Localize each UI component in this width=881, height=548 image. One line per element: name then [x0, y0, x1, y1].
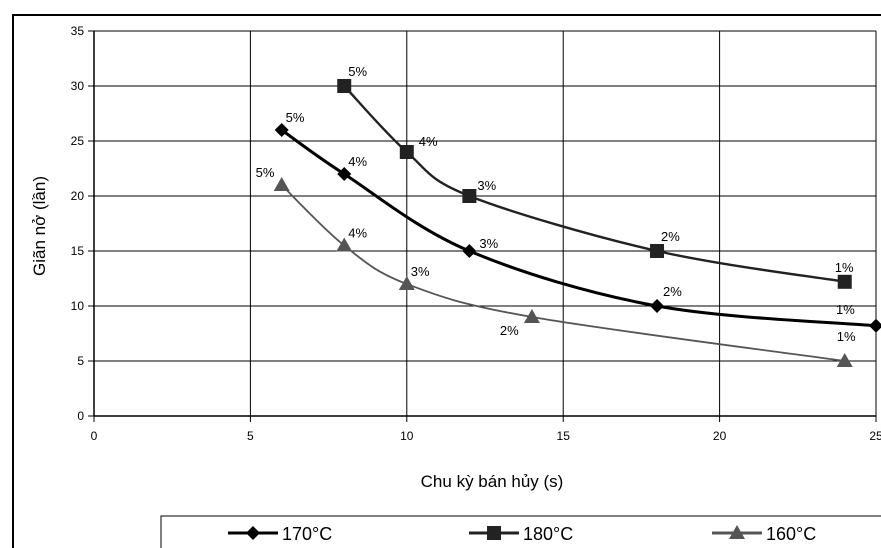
legend-label: 160°C: [766, 524, 816, 544]
data-label: 4%: [348, 154, 367, 169]
y-tick-label: 25: [71, 134, 85, 148]
data-label: 2%: [663, 284, 682, 299]
y-tick-label: 20: [71, 189, 85, 203]
legend-label: 170°C: [282, 524, 332, 544]
series-line: [343, 85, 845, 283]
legend: 170°C 180°C 160°C: [228, 524, 816, 544]
legend-marker: [246, 526, 260, 540]
data-point: [462, 244, 477, 258]
y-tick-label: 5: [77, 354, 84, 368]
data-point: [837, 274, 852, 289]
series-line: [281, 184, 845, 362]
data-point: [398, 276, 415, 290]
data-point: [869, 318, 881, 333]
legend-marker: [729, 525, 745, 539]
series-line: [280, 128, 877, 328]
x-tick-label: 15: [557, 429, 571, 443]
data-point: [337, 79, 352, 93]
data-point: [836, 353, 853, 367]
data-point: [273, 177, 290, 191]
x-tick-label: 10: [400, 429, 414, 443]
x-tick-label: 0: [91, 429, 98, 443]
data-label: 2%: [500, 323, 519, 338]
y-tick-label: 10: [71, 299, 85, 313]
data-label: 1%: [837, 329, 856, 344]
x-tick-labels: 0 5 10 15 20 25: [91, 429, 881, 443]
y-axis-title: Giãn nở (lần): [30, 176, 49, 276]
data-label: 1%: [835, 260, 854, 275]
gridlines: [94, 30, 877, 416]
legend-label: 180°C: [523, 524, 573, 544]
data-label: 5%: [348, 64, 367, 79]
x-axis-title: Chu kỳ bán hủy (s): [421, 472, 564, 491]
data-label: 3%: [479, 236, 498, 251]
y-tick-labels: 0 5 10 15 20 25 30 35: [71, 24, 85, 423]
data-point: [650, 299, 665, 313]
axes: [88, 30, 877, 422]
x-tick-label: 20: [713, 429, 727, 443]
data-point: [462, 189, 477, 203]
data-label: 5%: [286, 110, 305, 125]
data-label: 4%: [419, 134, 438, 149]
data-label: 3%: [411, 264, 430, 279]
y-tick-label: 30: [71, 79, 85, 93]
data-point: [650, 244, 665, 258]
y-tick-label: 35: [71, 24, 85, 38]
data-point: [337, 167, 352, 181]
legend-marker: [487, 526, 501, 540]
data-point: [523, 309, 540, 323]
data-label: 3%: [477, 178, 496, 193]
data-labels: 5% 4% 3% 2% 1% 5% 4% 3% 2% 1% 5% 4% 3% 2% 1%: [256, 64, 856, 344]
data-label: 1%: [836, 302, 855, 317]
series-group: [273, 79, 881, 367]
data-point: [399, 145, 414, 159]
x-tick-label: 5: [247, 429, 254, 443]
x-tick-label: 25: [869, 429, 881, 443]
y-tick-label: 0: [77, 409, 84, 423]
data-point: [336, 237, 353, 252]
data-label: 4%: [348, 226, 367, 241]
data-label: 5%: [256, 165, 275, 180]
y-tick-label: 15: [71, 244, 85, 258]
data-point: [274, 123, 289, 137]
data-label: 2%: [661, 229, 680, 244]
